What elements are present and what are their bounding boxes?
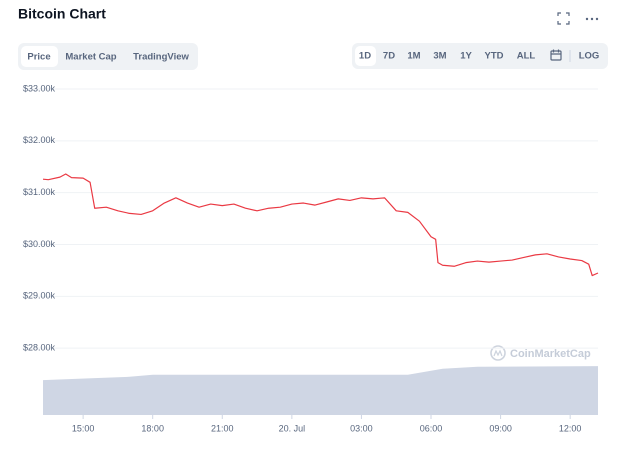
range-button[interactable]: ALL xyxy=(517,51,536,62)
watermark-text: CoinMarketCap xyxy=(510,348,591,360)
tab-selected xyxy=(21,46,58,67)
y-tick-label: $32.00k xyxy=(23,135,56,145)
y-tick-label: $28.00k xyxy=(23,343,56,353)
range-button[interactable]: 1M xyxy=(407,51,420,62)
price-line xyxy=(42,173,599,277)
tab[interactable]: TradingView xyxy=(133,52,189,63)
y-tick-label: $31.00k xyxy=(23,187,56,197)
chart-title: Bitcoin Chart xyxy=(18,6,106,22)
x-tick-label: 20. Jul xyxy=(279,423,306,433)
x-tick-label: 09:00 xyxy=(489,423,512,433)
range-button[interactable]: 1Y xyxy=(460,51,472,62)
range-selected xyxy=(355,46,376,66)
x-tick-label: 06:00 xyxy=(420,423,443,433)
x-tick-label: 15:00 xyxy=(72,423,95,433)
calendar-icon[interactable] xyxy=(550,49,562,61)
volume-area xyxy=(43,366,598,415)
tabs-bg xyxy=(18,43,198,70)
x-tick-label: 12:00 xyxy=(559,423,582,433)
range-button[interactable]: YTD xyxy=(485,51,504,62)
range-button[interactable]: 3M xyxy=(433,51,446,62)
x-tick-label: 21:00 xyxy=(211,423,234,433)
x-tick-label: 03:00 xyxy=(350,423,373,433)
log-button[interactable]: LOG xyxy=(579,51,600,62)
range-button[interactable]: 1D xyxy=(359,51,371,62)
more-icon[interactable] xyxy=(585,17,599,21)
ranges-bg xyxy=(352,43,608,69)
x-tick-label: 18:00 xyxy=(141,423,164,433)
range-button[interactable]: 7D xyxy=(383,51,395,62)
y-tick-label: $33.00k xyxy=(23,83,56,93)
y-tick-label: $29.00k xyxy=(23,291,56,301)
expand-icon[interactable] xyxy=(557,12,570,25)
watermark xyxy=(490,345,506,361)
tab[interactable]: Price xyxy=(27,52,50,63)
tab[interactable]: Market Cap xyxy=(65,52,116,63)
y-tick-label: $30.00k xyxy=(23,239,56,249)
